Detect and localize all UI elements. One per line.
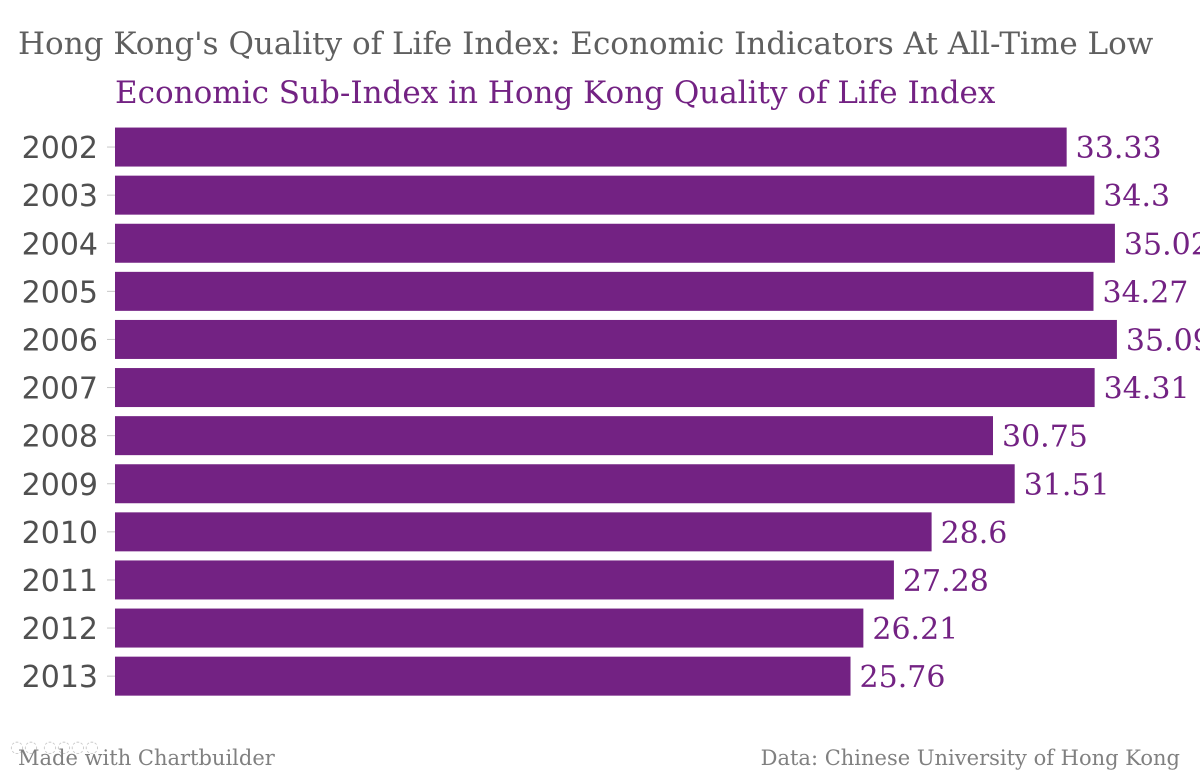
y-tick-label: 2013 bbox=[22, 660, 98, 695]
y-tick-label: 2002 bbox=[22, 131, 98, 166]
plot-area: 2002 33.33 2003 34.3 2004 35.02 2005 34.27 2006 3… bbox=[22, 127, 1200, 696]
value-label-2006: 35.09 bbox=[1126, 323, 1200, 358]
value-label-2012: 26.21 bbox=[872, 612, 958, 647]
y-tick-label: 2003 bbox=[22, 179, 98, 214]
bar-2009 bbox=[115, 464, 1015, 504]
bar-2012 bbox=[115, 608, 864, 648]
y-tick-label: 2010 bbox=[22, 516, 98, 551]
bar-2010 bbox=[115, 512, 932, 552]
bar-2003 bbox=[115, 175, 1095, 215]
value-label-2011: 27.28 bbox=[903, 564, 989, 599]
value-label-2003: 34.3 bbox=[1103, 179, 1170, 214]
watermark: ◌◌ ◌◌◌◌ bbox=[10, 737, 99, 756]
value-label-2004: 35.02 bbox=[1124, 227, 1200, 262]
value-label-2010: 28.6 bbox=[941, 516, 1008, 551]
y-tick-label: 2005 bbox=[22, 275, 98, 310]
value-label-2013: 25.76 bbox=[860, 660, 946, 695]
value-label-2005: 34.27 bbox=[1102, 275, 1188, 310]
y-tick-label: 2008 bbox=[22, 420, 98, 455]
value-label-2009: 31.51 bbox=[1024, 468, 1110, 503]
bar-2005 bbox=[115, 271, 1094, 311]
y-tick-label: 2007 bbox=[22, 372, 98, 407]
chart-title: Hong Kong's Quality of Life Index: Econo… bbox=[18, 26, 1154, 62]
bar-2007 bbox=[115, 368, 1095, 408]
bar-2013 bbox=[115, 656, 851, 696]
value-label-2007: 34.31 bbox=[1104, 372, 1190, 407]
chart-subtitle: Economic Sub-Index in Hong Kong Quality … bbox=[115, 75, 996, 111]
data-source-label: Data: Chinese University of Hong Kong bbox=[761, 746, 1180, 770]
y-tick-label: 2009 bbox=[22, 468, 98, 503]
y-tick-label: 2004 bbox=[22, 227, 98, 262]
y-tick-label: 2011 bbox=[22, 564, 98, 599]
value-label-2008: 30.75 bbox=[1002, 420, 1088, 455]
made-with-label: Made with Chartbuilder bbox=[18, 746, 276, 770]
bar-2004 bbox=[115, 223, 1115, 263]
y-tick-label: 2006 bbox=[22, 323, 98, 358]
value-label-2002: 33.33 bbox=[1076, 131, 1162, 166]
y-tick-label: 2012 bbox=[22, 612, 98, 647]
bar-2011 bbox=[115, 560, 894, 600]
bar-2002 bbox=[115, 127, 1067, 167]
bar-2006 bbox=[115, 319, 1117, 359]
bar-2008 bbox=[115, 416, 993, 456]
